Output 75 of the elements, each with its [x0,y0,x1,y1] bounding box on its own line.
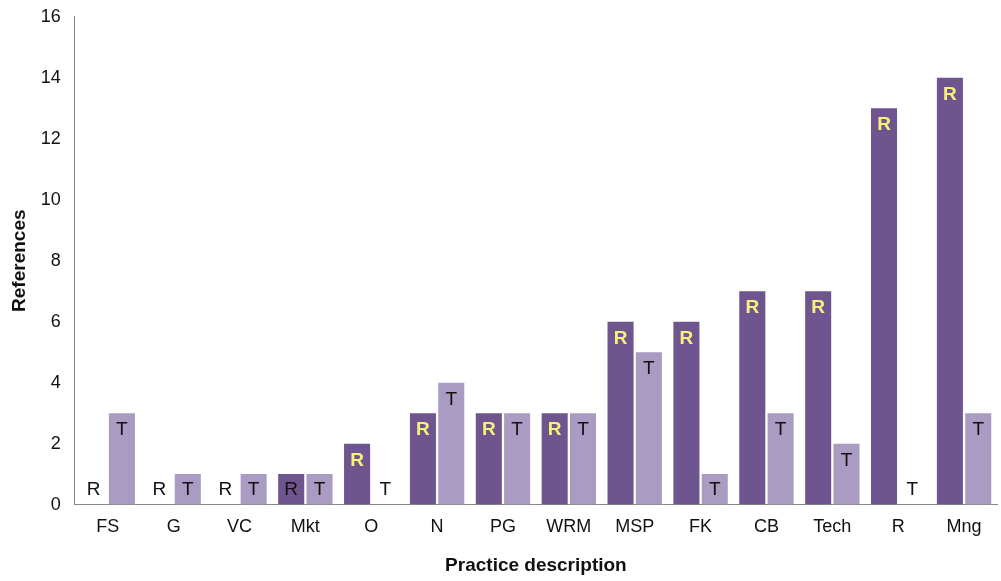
x-tick-label: WRM [546,516,592,537]
y-tick-label: 14 [40,66,61,87]
text: R [877,113,891,135]
text: T [972,418,985,440]
text: T [379,477,392,499]
text: R [613,326,628,348]
bar [306,474,333,505]
x-tick-label: N [430,516,444,537]
text: R [745,296,760,318]
bar [936,77,963,505]
series-label: T [181,477,194,499]
bar [607,321,634,505]
text: R [679,326,694,348]
x-tick-label: O [364,516,379,537]
y-tick-label: 8 [50,249,61,270]
bar [108,413,135,505]
bar [409,413,436,505]
text: T [247,477,260,499]
text: T [445,387,458,409]
text: T [774,418,787,440]
y-axis-title: References [7,209,29,312]
x-tick-label: CB [753,516,779,537]
text: T [840,448,853,470]
text: T [116,418,128,440]
y-tick-label: 6 [50,310,61,331]
text: T [643,357,655,379]
x-tick-label: G [166,516,181,537]
y-tick-label: 10 [40,188,61,209]
bar [965,413,992,505]
bar [739,291,766,505]
x-tick-label: FS [96,516,120,537]
x-tick-label: R [891,516,905,537]
y-tick-label: 0 [50,493,61,514]
bar [174,474,201,505]
bar [240,474,267,505]
text: R [350,448,364,470]
x-tick-label: Tech [813,516,852,537]
x-tick-label: PG [489,516,516,537]
bar [701,474,728,505]
bar [541,413,568,505]
text: R [811,296,826,318]
bar [833,443,860,505]
bar [504,413,531,505]
bar [475,413,502,505]
bar [635,352,662,505]
x-tick-label: VC [226,516,252,537]
text: T [511,418,523,440]
text: R [218,477,233,499]
text: R [152,477,167,499]
x-tick-label: Mng [946,516,982,537]
x-axis-title: Practice description [445,553,627,575]
text: R [547,418,562,440]
text: R [86,477,101,499]
text: R [416,418,430,440]
series-label: R [284,477,299,499]
text: R [481,418,496,440]
bar [673,321,700,505]
y-tick-label: 16 [40,5,61,26]
x-tick-label: Mkt [290,516,320,537]
y-tick-label: 12 [40,127,61,148]
x-tick-label: MSP [615,516,655,537]
text: T [577,418,589,440]
y-tick-label: 2 [50,432,61,453]
bar [438,382,465,505]
text: T [708,477,721,499]
text: R [943,82,957,104]
text: T [906,477,919,499]
bar [767,413,794,505]
bar [569,413,597,505]
bar [871,108,898,505]
y-tick-label: 4 [50,371,61,392]
x-tick-label: FK [689,516,713,537]
bar [344,443,371,505]
bar [805,291,832,505]
text: T [313,477,326,499]
